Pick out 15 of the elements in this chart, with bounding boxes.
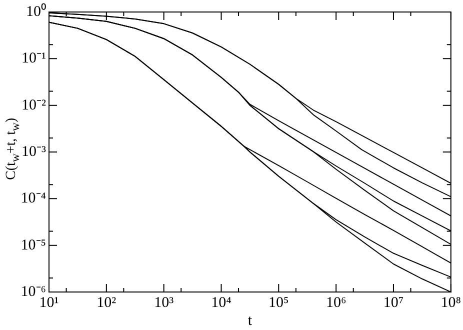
x-tick-label: 10⁵ xyxy=(268,294,289,311)
y-tick-label: 10⁻⁵ xyxy=(20,237,46,254)
x-tick-label: 10² xyxy=(96,294,117,311)
y-tick-label: 10⁻³ xyxy=(22,144,46,160)
x-tick-label: 10⁷ xyxy=(383,294,404,311)
x-tick-label: 10⁴ xyxy=(211,294,232,311)
x-tick-label: 10³ xyxy=(154,294,174,311)
x-tick-label: 10⁸ xyxy=(440,294,461,311)
x-tick-label: 10¹ xyxy=(39,294,59,311)
y-tick-label: 10⁻² xyxy=(22,97,46,114)
y-tick-label: 10⁰ xyxy=(26,2,46,20)
x-axis-title: t xyxy=(248,312,253,329)
y-tick-label: 10⁻⁴ xyxy=(20,190,46,207)
y-tick-label: 10⁻¹ xyxy=(22,50,46,67)
x-tick-label: 10⁶ xyxy=(326,294,346,311)
